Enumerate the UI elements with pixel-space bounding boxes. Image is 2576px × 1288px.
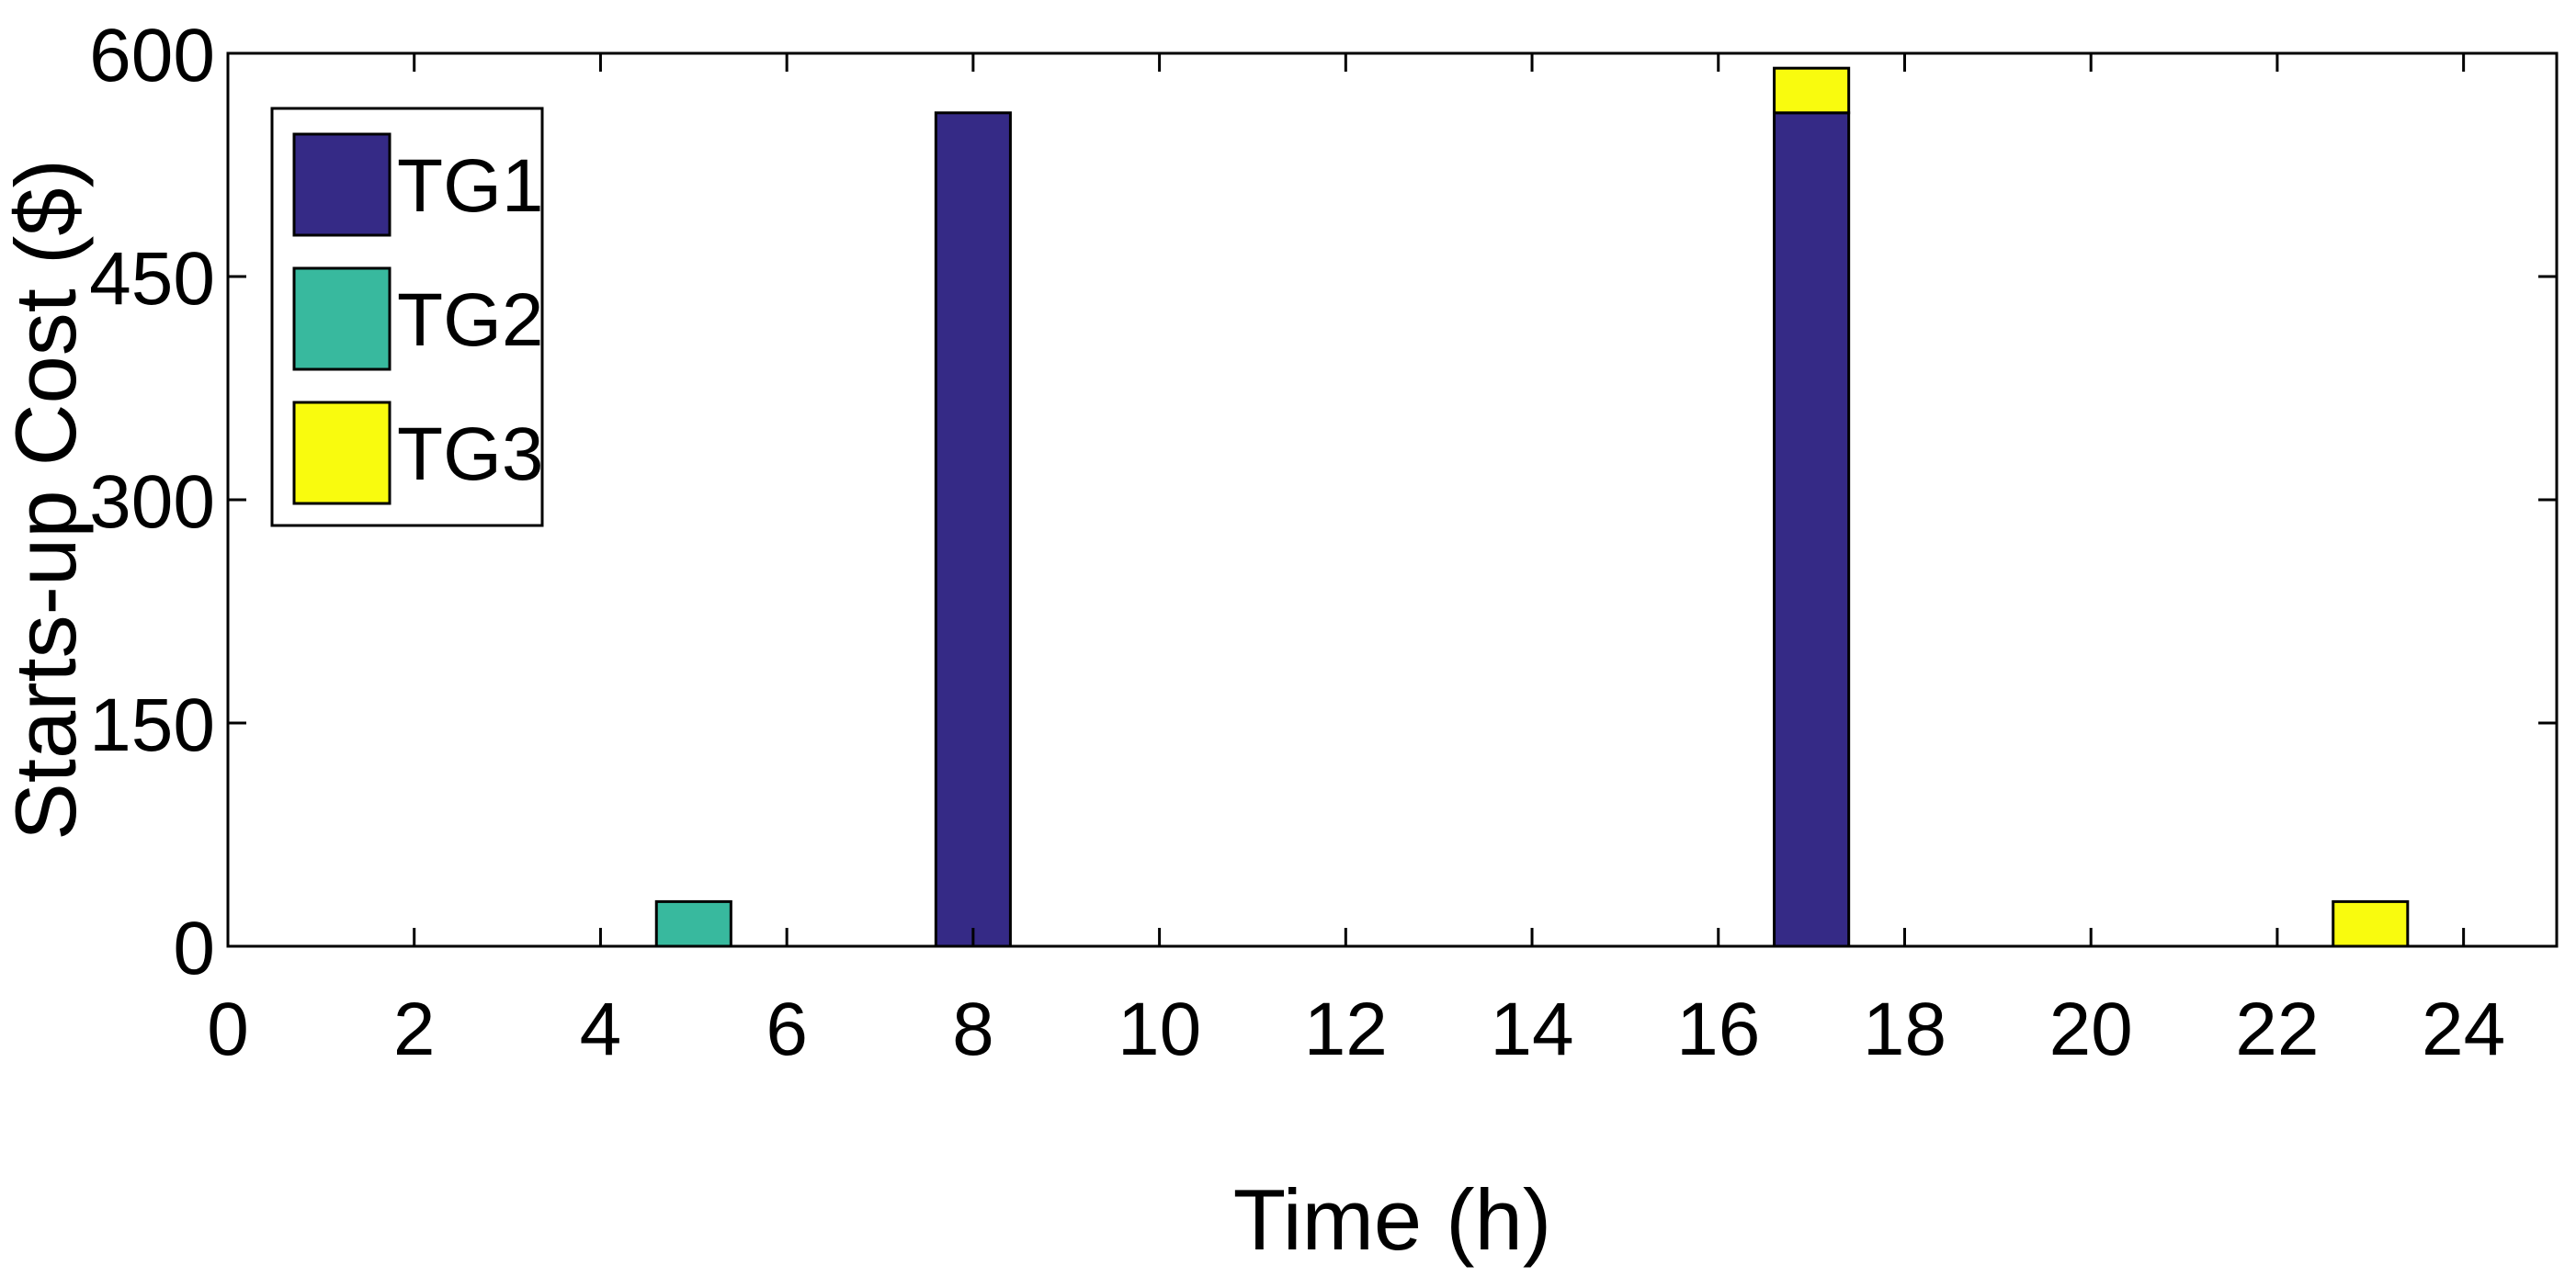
x-tick-label: 14 xyxy=(1490,988,1573,1071)
bar-tg3-t23 xyxy=(2332,899,2410,948)
bar-tg2-t5 xyxy=(654,899,732,948)
bar-tg1-t8 xyxy=(934,111,1012,948)
x-tick-label: 22 xyxy=(2235,988,2319,1071)
legend-label-tg1: TG1 xyxy=(397,144,543,228)
legend: TG1 TG2 TG3 xyxy=(270,107,544,527)
x-tick-label: 18 xyxy=(1863,988,1946,1071)
x-tick-label: 16 xyxy=(1676,988,1760,1071)
y-tick-label: 0 xyxy=(173,907,215,990)
x-tick-label: 10 xyxy=(1118,988,1201,1071)
y-tick-label: 600 xyxy=(89,14,215,97)
x-tick-label: 4 xyxy=(580,988,622,1071)
legend-swatch-tg2 xyxy=(292,266,392,371)
bar-tg3-t17 xyxy=(1773,66,1851,115)
x-tick-label: 2 xyxy=(393,988,436,1071)
x-tick-label: 0 xyxy=(207,988,249,1071)
legend-swatch-tg3 xyxy=(292,401,392,505)
x-tick-label: 20 xyxy=(2049,988,2133,1071)
y-tick-label: 450 xyxy=(89,237,215,321)
y-tick-label: 150 xyxy=(89,684,215,767)
x-tick-label: 12 xyxy=(1304,988,1388,1071)
y-axis-label: Starts-up Cost ($) xyxy=(0,159,94,841)
x-tick-label: 24 xyxy=(2422,988,2505,1071)
bars-layer xyxy=(654,66,2410,948)
x-tick-label: 8 xyxy=(952,988,994,1071)
x-tick-label: 6 xyxy=(766,988,808,1071)
x-axis-label: Time (h) xyxy=(1233,1171,1551,1268)
y-tick-label: 300 xyxy=(89,460,215,544)
bar-tg1-t17 xyxy=(1773,111,1851,948)
legend-label-tg3: TG3 xyxy=(397,412,543,496)
legend-label-tg2: TG2 xyxy=(397,278,543,362)
legend-swatch-tg1 xyxy=(292,132,392,237)
plot-frame xyxy=(226,51,2559,948)
